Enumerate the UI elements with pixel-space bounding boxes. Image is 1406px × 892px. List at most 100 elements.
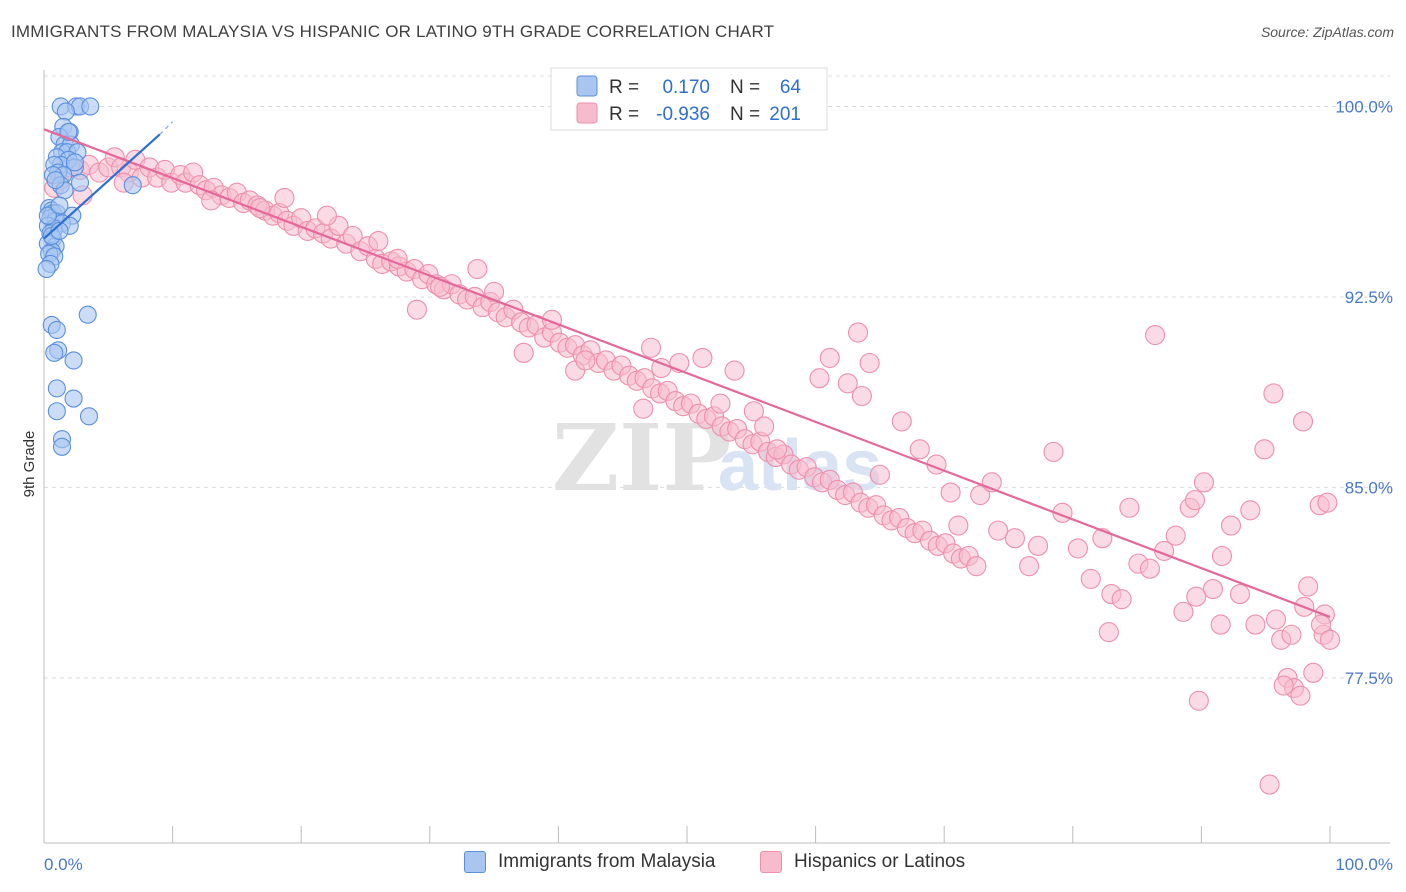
hispanic-point-128 [368, 231, 389, 252]
y-tick-label-2: 92.5% [1345, 288, 1393, 307]
hispanic-point-133 [484, 281, 505, 302]
legend-r-value-2: -0.936 [656, 104, 710, 125]
hispanic-point-132 [467, 258, 488, 280]
y-axis-label: 9th Grade [21, 431, 38, 498]
hispanic-point-155 [891, 411, 912, 432]
hispanic-point-180 [1184, 490, 1206, 511]
hispanic-point-204 [1188, 690, 1209, 711]
y-tick-label-3: 100.0% [1335, 97, 1393, 116]
hispanic-point-207 [1298, 576, 1319, 597]
malaysia-point-57 [38, 206, 57, 225]
malaysia-point-54 [79, 407, 99, 426]
hispanic-point-158 [940, 482, 961, 503]
hispanic-point-178 [1173, 601, 1194, 622]
hispanic-point-212 [1273, 675, 1294, 696]
malaysia-point-52 [64, 389, 83, 408]
malaysia-trend-line [43, 133, 161, 240]
malaysia-point-4 [56, 102, 75, 121]
legend-label-hispanic: Hispanics or Latinos [794, 851, 966, 872]
hispanic-point-146 [754, 416, 775, 437]
legend-r-label-2: R = [609, 104, 639, 125]
hispanic-point-144 [724, 360, 745, 381]
malaysia-trend-extension [159, 121, 174, 135]
malaysia-point-50 [64, 351, 83, 370]
hispanic-point-134 [513, 342, 534, 363]
x-tick-label-1: 100.0% [1335, 855, 1393, 874]
malaysia-points [37, 97, 142, 456]
hispanic-point-186 [1240, 500, 1261, 521]
hispanic-point-185 [1229, 584, 1251, 605]
malaysia-point-3 [81, 97, 100, 116]
legend-item-malaysia[interactable]: Immigrants from Malaysia [464, 851, 716, 873]
hispanic-point-210 [1317, 492, 1338, 513]
hispanic-point-156 [909, 439, 930, 460]
hispanic-point-153 [847, 322, 869, 343]
axes [43, 70, 1390, 844]
hispanic-point-189 [1263, 383, 1284, 404]
hispanic-point-200 [1186, 586, 1207, 607]
legend-label-malaysia: Immigrants from Malaysia [498, 851, 716, 872]
hispanic-point-181 [1193, 472, 1215, 493]
hispanic-point-173 [1119, 497, 1140, 518]
legend-n-label-2: N = [730, 104, 760, 125]
malaysia-point-45 [78, 305, 97, 324]
hispanic-point-208 [1292, 411, 1314, 432]
hispanic-point-164 [1019, 556, 1040, 577]
malaysia-point-51 [47, 379, 66, 398]
hispanic-point-169 [1080, 568, 1101, 589]
malaysia-point-47 [47, 320, 66, 340]
hispanic-point-195 [1303, 662, 1324, 683]
tick-labels: 77.5% 85.0% 92.5% 100.0% 0.0% 100.0% [44, 97, 1393, 874]
legend-n-value-1: 64 [780, 77, 802, 98]
malaysia-point-49 [45, 343, 64, 362]
legend-item-hispanic[interactable]: Hispanics or Latinos [760, 851, 965, 873]
hispanic-point-159 [948, 515, 969, 536]
legend-r-value-1: 0.170 [662, 77, 710, 98]
legend-r-label-1: R = [609, 77, 639, 98]
hispanic-point-166 [1043, 441, 1064, 462]
hispanic-point-168 [1067, 538, 1088, 559]
y-tick-label-1: 85.0% [1345, 478, 1393, 497]
malaysia-point-58 [50, 196, 69, 215]
hispanic-point-163 [1004, 528, 1025, 549]
hispanic-point-137 [575, 350, 596, 371]
hispanic-point-138 [633, 398, 654, 419]
hispanic-point-201 [1259, 774, 1280, 795]
chart-title: IMMIGRANTS FROM MALAYSIA VS HISPANIC OR … [11, 22, 775, 41]
hispanic-point-121 [966, 556, 987, 577]
hispanic-point-202 [1098, 622, 1119, 643]
malaysia-point-62 [46, 171, 65, 190]
hispanic-point-211 [1319, 629, 1341, 650]
hispanic-point-143 [710, 393, 731, 414]
legend-swatch-hispanic [760, 851, 782, 873]
malaysia-point-61 [65, 153, 84, 172]
hispanic-point-177 [1165, 525, 1186, 546]
y-tick-label-0: 77.5% [1345, 669, 1393, 688]
hispanic-point-203 [1145, 325, 1166, 346]
bottom-legend: Immigrants from Malaysia Hispanics or La… [0, 851, 1406, 881]
hispanic-points [44, 147, 1341, 795]
hispanic-point-184 [1220, 515, 1242, 536]
hispanic-trend-line [43, 128, 1331, 618]
hispanic-point-145 [743, 401, 764, 422]
hispanic-point-149 [819, 347, 840, 368]
hispanic-point-187 [1245, 614, 1266, 635]
malaysia-point-21 [70, 173, 90, 192]
hispanic-point-199 [1210, 614, 1231, 635]
grid-lines [44, 75, 1390, 679]
malaysia-point-53 [47, 402, 66, 421]
hispanic-point-139 [640, 337, 662, 358]
hispanic-point-193 [1290, 685, 1311, 706]
malaysia-point-44 [37, 259, 56, 279]
hispanic-point-182 [1202, 578, 1224, 600]
hispanic-point-147 [766, 439, 788, 460]
hispanic-point-127 [316, 205, 337, 226]
hispanic-point-152 [859, 352, 880, 374]
hispanic-point-175 [1139, 558, 1161, 579]
hispanic-point-188 [1254, 439, 1275, 460]
hispanic-point-126 [274, 187, 295, 208]
hispanic-point-160 [970, 485, 991, 506]
hispanic-point-148 [809, 368, 830, 389]
legend-swatch-malaysia [464, 851, 486, 873]
